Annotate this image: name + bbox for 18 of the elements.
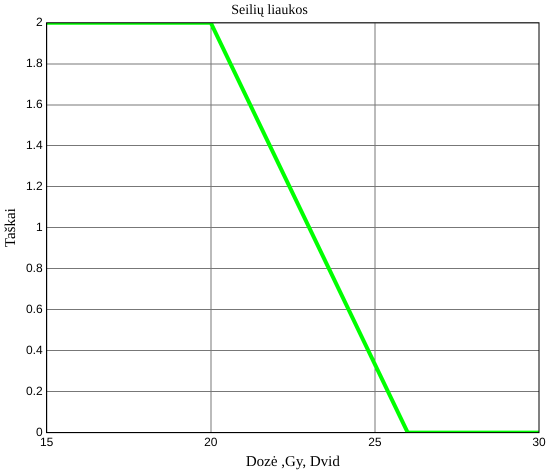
y-tick-label: 0 <box>36 424 43 439</box>
x-tick-label: 20 <box>204 435 218 450</box>
y-tick-label: 1.6 <box>26 97 43 112</box>
x-tick-label: 15 <box>40 435 54 450</box>
y-tick-label: 0.2 <box>26 384 43 398</box>
chart-title: Seilių liaukos <box>231 3 308 18</box>
x-tick-label: 25 <box>368 435 382 450</box>
y-tick-label: 0.4 <box>26 342 43 357</box>
y-tick-label: 1.2 <box>26 179 43 194</box>
y-tick-label: 2 <box>36 15 43 30</box>
y-tick-label: 1 <box>36 220 43 234</box>
x-tick-label: 30 <box>532 435 546 450</box>
y-tick-label: 1.8 <box>26 56 43 70</box>
y-tick-label: 0.6 <box>26 302 43 316</box>
y-tick-label: 0.8 <box>26 260 43 275</box>
x-axis-title: Dozė ,Gy, Dvid <box>246 454 340 470</box>
y-axis-title: Taškai <box>2 208 19 248</box>
y-tick-label: 1.4 <box>26 138 43 152</box>
